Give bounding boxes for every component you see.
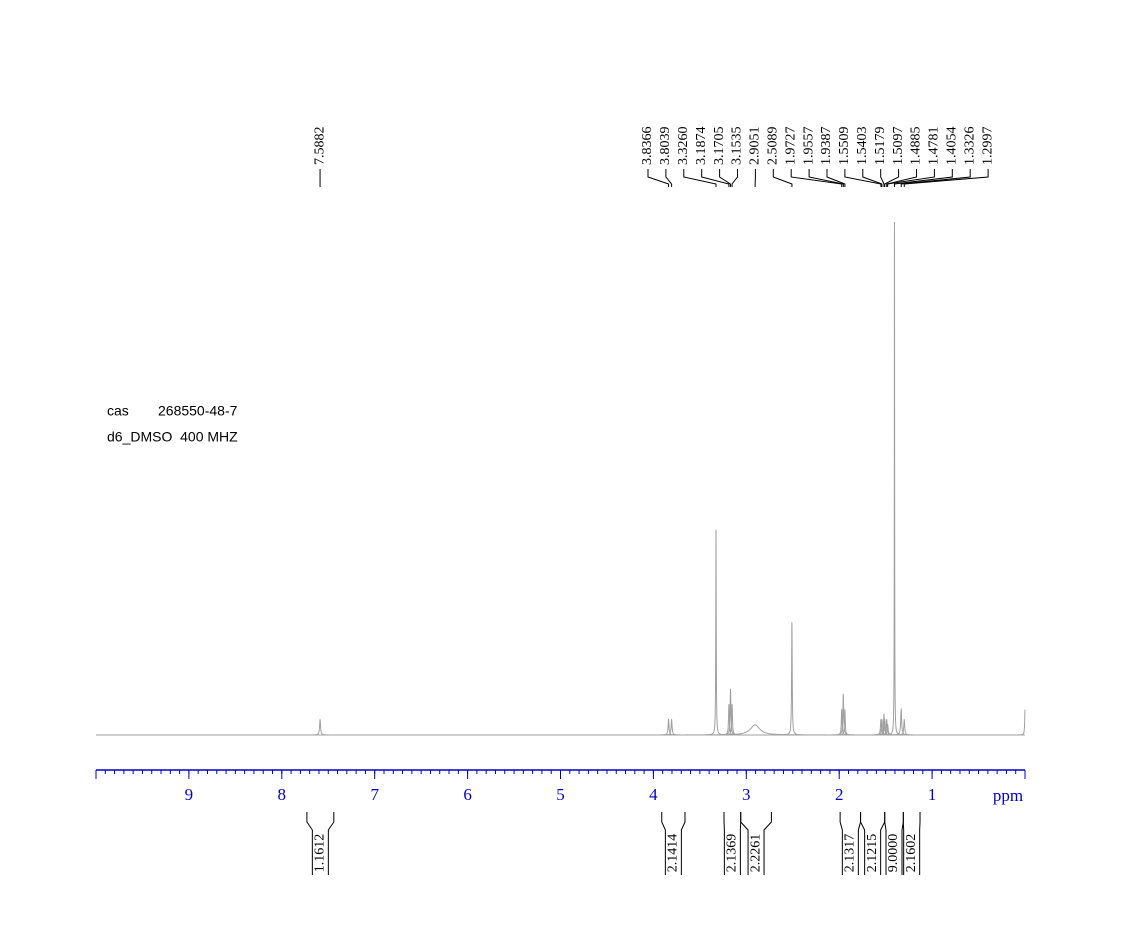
peak-label: 1.5179 (873, 127, 888, 166)
cas-label: cas (107, 403, 129, 419)
integral-label: 1.1612 (313, 834, 328, 873)
peak-label: 3.1535 (730, 127, 745, 166)
peak-leader (886, 169, 917, 187)
peak-leader (903, 169, 989, 187)
peak (883, 221, 906, 736)
integral-label: 2.1317 (843, 834, 858, 873)
integral-label: 2.2261 (748, 834, 763, 873)
peak-label: 2.9051 (748, 127, 763, 166)
peak (833, 709, 857, 736)
x-tick-label: 1 (928, 785, 937, 804)
peak-leader (880, 169, 885, 187)
x-tick-label: 7 (370, 785, 379, 804)
integral-bracket (880, 812, 886, 875)
peak (780, 622, 804, 736)
peak (832, 693, 855, 736)
peak-label: 3.1874 (694, 127, 709, 166)
integral-bracket (839, 812, 843, 875)
integral-label: 2.1369 (725, 834, 740, 873)
peak-label: 7.5882 (312, 127, 327, 166)
peak-leader (884, 169, 900, 187)
peak-label: 3.8366 (640, 127, 655, 166)
x-tick-label: 4 (649, 785, 658, 804)
integral-bracket (306, 812, 313, 875)
peak-label: 3.8039 (658, 127, 673, 166)
peak-label: 3.3260 (676, 127, 691, 166)
x-tick-label: 5 (556, 785, 565, 804)
peak (719, 688, 742, 736)
peak-label: 2.5089 (766, 127, 781, 166)
peak-leader (900, 169, 971, 187)
integral-bracket (740, 812, 749, 875)
peak-label: 1.9387 (819, 127, 834, 166)
peak-label: 1.9727 (783, 127, 798, 166)
peak-label: 1.2997 (980, 127, 995, 166)
peak-label: 1.3326 (962, 127, 977, 166)
peak (308, 718, 332, 736)
peak (660, 718, 683, 736)
peak-label: 1.5097 (891, 127, 906, 166)
peak-label: 3.1705 (712, 127, 727, 166)
x-tick-label: 9 (185, 785, 194, 804)
integral-bracket (884, 812, 887, 875)
peak-leader (683, 169, 717, 187)
peak-leader (772, 169, 793, 187)
peak-leader (731, 169, 738, 187)
integral-bracket (327, 812, 335, 875)
peak-label: 1.9557 (801, 127, 816, 166)
integral-label: 2.1215 (865, 834, 880, 873)
peak-leader (719, 169, 731, 187)
peak-label: 1.4885 (909, 127, 924, 166)
peak-leader (701, 169, 730, 187)
x-tick-label: 3 (742, 785, 751, 804)
integral-bracket (763, 812, 772, 875)
peak (657, 718, 680, 736)
integral-bracket (860, 812, 866, 875)
integral-label: 9.0000 (886, 834, 901, 873)
solvent: d6_DMSO 400 MHZ (107, 429, 238, 445)
peak-leader (826, 169, 846, 187)
peak-label: 1.4054 (945, 127, 960, 166)
x-tick-label: 6 (463, 785, 472, 804)
peak (671, 724, 839, 736)
peak (893, 718, 916, 736)
cas-number: 268550-48-7 (158, 403, 238, 419)
peak-leader (808, 169, 844, 187)
peak-leader (647, 169, 670, 187)
peak-leader (665, 169, 673, 187)
peak-leader (844, 169, 882, 187)
peak-label: 1.5509 (837, 127, 852, 166)
integral-label: 2.1602 (904, 834, 919, 873)
integral-bracket (661, 812, 666, 875)
integral-label: 2.1414 (666, 834, 681, 873)
peak-leader (790, 169, 843, 187)
peak-label: 1.4781 (927, 127, 942, 166)
x-axis-label: ppm (993, 786, 1023, 805)
peak-leader (887, 169, 935, 187)
peak (1013, 709, 1026, 736)
peak-leader (893, 169, 953, 187)
peak-label: 1.5403 (855, 127, 870, 166)
integral-bracket (680, 812, 686, 875)
peak (704, 529, 728, 736)
x-tick-label: 2 (835, 785, 844, 804)
peak-leader (862, 169, 883, 187)
x-tick-label: 8 (278, 785, 287, 804)
